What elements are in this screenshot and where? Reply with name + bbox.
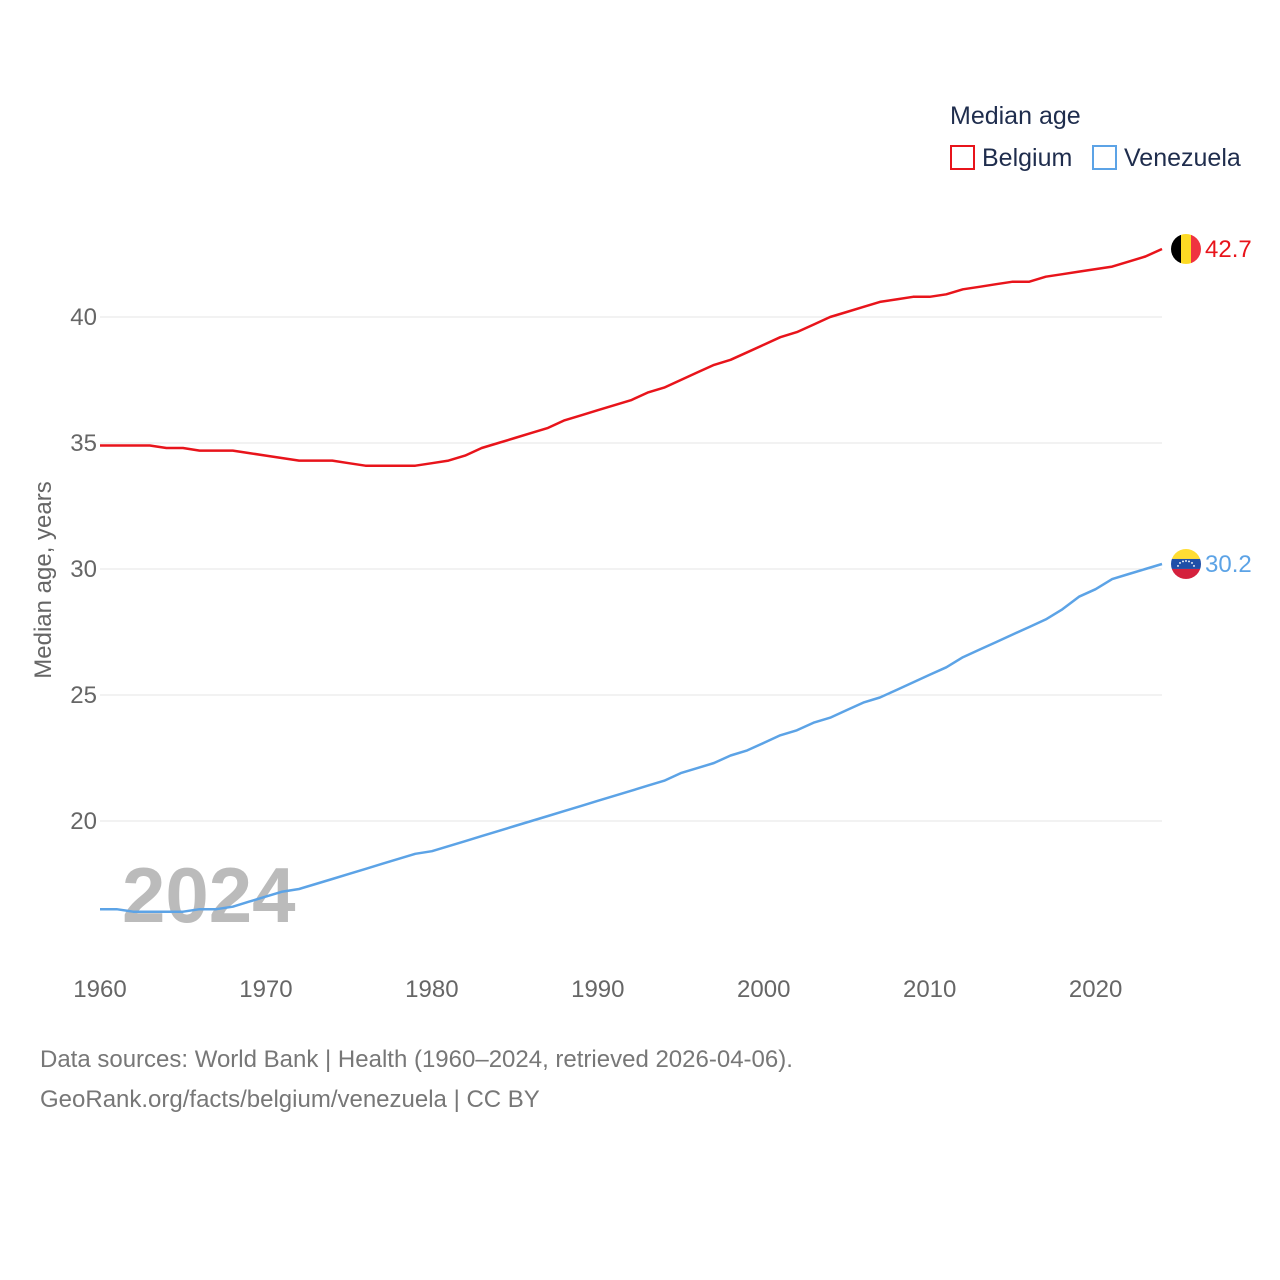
y-axis-label: Median age, years [30, 481, 57, 678]
y-tick-label-35: 35 [70, 430, 97, 457]
venezuela-flag-icon [1171, 548, 1201, 579]
credit-link[interactable]: GeoRank.org/facts/belgium/venezuela | CC… [40, 1086, 540, 1113]
series-line-venezuela[interactable] [100, 562, 1163, 913]
x-tick-label-1960: 1960 [73, 976, 126, 1003]
legend-swatch-venezuela[interactable] [1092, 145, 1117, 170]
end-value-label-belgium: 42.7 [1205, 236, 1252, 263]
legend-label-venezuela[interactable]: Venezuela [1124, 144, 1241, 172]
year-watermark: 2024 [122, 851, 296, 939]
series-line-belgium[interactable] [100, 247, 1163, 467]
y-tick-label-25: 25 [70, 682, 97, 709]
series-end-markers: 42.7 30.2 [1205, 236, 1252, 578]
x-tick-label-2010: 2010 [903, 976, 956, 1003]
y-tick-label-40: 40 [70, 304, 97, 331]
gridlines [100, 316, 1162, 822]
y-tick-label-30: 30 [70, 556, 97, 583]
end-value-label-venezuela: 30.2 [1205, 551, 1252, 578]
y-axis-ticks: 20 25 30 35 40 [70, 304, 97, 835]
x-axis-ticks: 1960 1970 1980 1990 2000 2010 2020 [73, 976, 1122, 1003]
legend: Median age Belgium Venezuela [950, 102, 1241, 172]
data-sources-note: Data sources: World Bank | Health (1960–… [40, 1046, 793, 1073]
x-tick-label-2020: 2020 [1069, 976, 1122, 1003]
x-tick-label-1990: 1990 [571, 976, 624, 1003]
legend-title: Median age [950, 102, 1081, 130]
series-lines [100, 247, 1163, 913]
x-tick-label-2000: 2000 [737, 976, 790, 1003]
x-tick-label-1980: 1980 [405, 976, 458, 1003]
legend-label-belgium[interactable]: Belgium [982, 144, 1072, 172]
x-tick-label-1970: 1970 [239, 976, 292, 1003]
y-tick-label-20: 20 [70, 808, 97, 835]
legend-swatch-belgium[interactable] [950, 145, 975, 170]
belgium-flag-icon [1171, 233, 1201, 264]
